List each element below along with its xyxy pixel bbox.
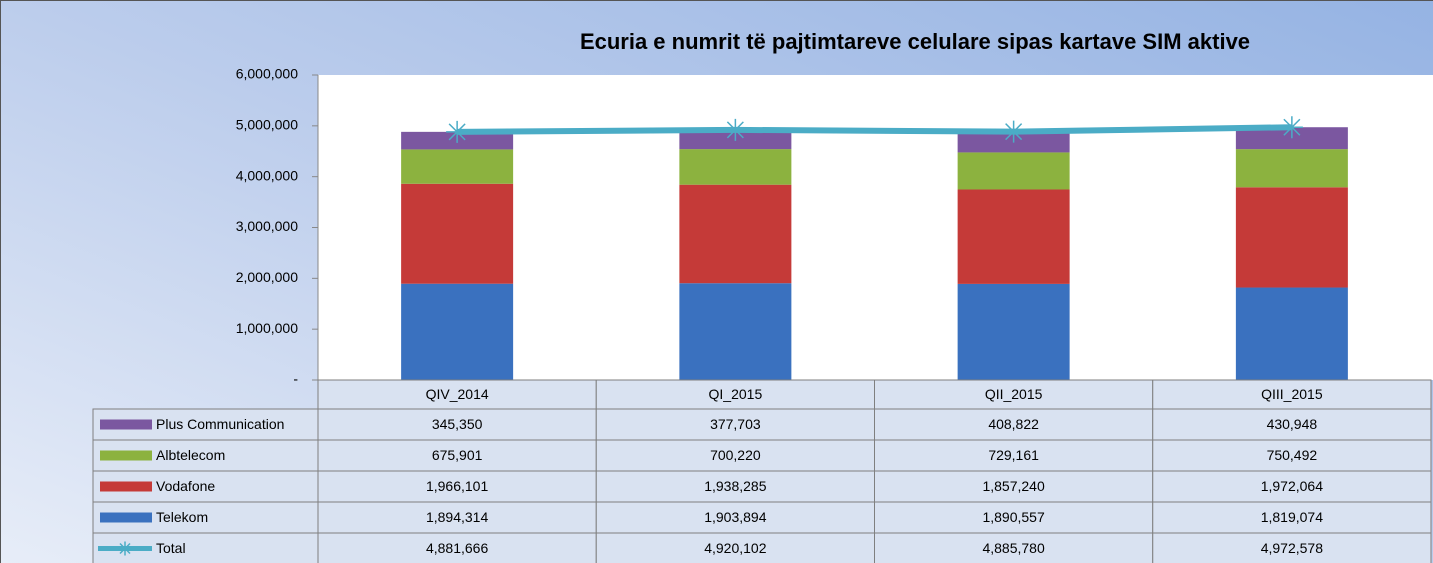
bar-segment [1235,287,1348,380]
table-cell [874,470,1154,503]
table-value: 1,890,557 [982,509,1044,525]
table-value: 700,220 [710,447,761,463]
table-value: 4,972,578 [1261,540,1323,556]
table-cell [1152,408,1432,441]
legend-key [100,419,152,430]
table-value: 430,948 [1267,416,1318,432]
table-cell [874,439,1154,472]
table-value: 408,822 [988,416,1039,432]
table-value: 750,492 [1267,447,1318,463]
table-value: 1,938,285 [704,478,766,494]
x-tick-label: QIV_2014 [426,386,489,402]
y-tick-label: 6,000,000 [236,66,298,82]
table-cell [317,408,597,441]
table-cell [1152,532,1432,563]
table-cell [595,470,875,503]
bar-segment [679,283,792,380]
legend-label: Plus Communication [156,416,284,432]
table-cell [595,439,875,472]
y-tick-label: 1,000,000 [236,320,298,336]
total-marker [446,120,469,143]
y-tick-label: 3,000,000 [236,218,298,234]
table-value: 1,819,074 [1261,509,1323,525]
total-line [457,124,1292,135]
bar-segment [957,189,1070,284]
table-header-cell [317,379,597,410]
total-marker [724,118,747,141]
legend-key-marker [118,541,132,556]
table-cell [874,532,1154,563]
bar-segment [679,184,792,284]
table-value: 1,857,240 [982,478,1044,494]
bar-segment [1235,187,1348,288]
y-tick-label: 4,000,000 [236,167,298,183]
table-cell [874,408,1154,441]
table-cell [595,501,875,534]
legend-key [100,481,152,492]
legend-label: Vodafone [156,478,215,494]
table-cell [595,532,875,563]
legend-key [100,450,152,461]
table-value: 1,894,314 [426,509,488,525]
table-cell [1152,501,1432,534]
bar-segment [957,283,1070,380]
table-cell [317,532,597,563]
table-value: 4,885,780 [982,540,1044,556]
table-value: 345,350 [432,416,483,432]
total-marker [1002,120,1025,143]
table-cell [1152,470,1432,503]
table-cell [595,408,875,441]
bar-segment [679,149,792,185]
table-header-cell [595,379,875,410]
table-value: 729,161 [988,447,1039,463]
bar-segment [957,152,1070,190]
table-value: 4,920,102 [704,540,766,556]
x-tick-label: QIII_2015 [1261,386,1323,402]
bar-segment [1235,149,1348,188]
bar-segment [401,283,514,380]
table-value: 1,903,894 [704,509,766,525]
x-tick-label: QII_2015 [985,386,1043,402]
bar-segment [401,149,514,184]
y-tick-label: - [293,371,298,387]
table-value: 1,966,101 [426,478,488,494]
legend-label: Total [156,540,186,556]
total-marker [1280,116,1303,139]
legend-key [100,512,152,523]
chart-title: Ecuria e numrit të pajtimtareve celulare… [580,29,1250,54]
y-tick-label: 2,000,000 [236,269,298,285]
table-cell [317,501,597,534]
x-tick-label: QI_2015 [709,386,763,402]
legend-label: Albtelecom [156,447,225,463]
legend-label: Telekom [156,509,208,525]
table-value: 4,881,666 [426,540,488,556]
table-value: 675,901 [432,447,483,463]
table-value: 377,703 [710,416,761,432]
table-cell [317,439,597,472]
y-tick-label: 5,000,000 [236,117,298,133]
table-value: 1,972,064 [1261,478,1323,494]
bar-segment [401,183,514,284]
table-cell [317,470,597,503]
